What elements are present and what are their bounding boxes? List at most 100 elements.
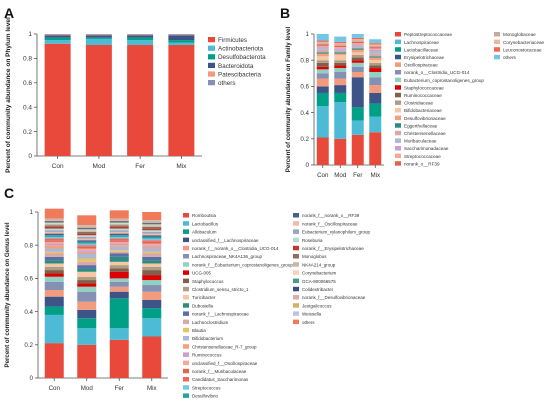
panel-c-bar-segment	[109, 230, 129, 232]
panel-a-legend-swatch	[208, 62, 215, 69]
panel-b-bar-segment	[351, 60, 364, 63]
panel-a-letter: A	[4, 5, 14, 21]
panel-b-bar-segment	[316, 48, 329, 50]
panel-b-bar-segment	[369, 45, 382, 48]
panel-c-bar-segment	[142, 291, 162, 300]
panel-b-legend-swatch	[395, 130, 401, 136]
panel-c-bar-segment	[77, 344, 97, 378]
panel-c-ytick-label: 0.8	[24, 242, 33, 249]
panel-b-bar-segment	[351, 120, 364, 135]
panel-c-legend-swatch	[293, 319, 299, 325]
panel-c-bar-segment	[44, 253, 64, 257]
panel-b-bar-segment	[334, 48, 347, 50]
panel-c-bar-segment	[44, 220, 64, 222]
panel-c-bar-segment	[77, 230, 97, 232]
panel-c-legend-swatch	[183, 368, 189, 374]
panel-a-ytick-label: 1	[28, 31, 32, 38]
panel-c-bar-segment	[142, 245, 162, 247]
panel-c-bar-segment	[44, 343, 64, 378]
panel-b-xtick-label: Fer	[353, 172, 362, 179]
panel-b-bar-segment	[316, 62, 329, 67]
panel-b-bar-segment	[369, 77, 382, 86]
panel-c-bar-segment	[44, 233, 64, 236]
panel-b-bar-segment	[316, 53, 329, 57]
panel-c-bar-segment	[109, 218, 129, 220]
panel-a-legend-label: others	[218, 80, 236, 87]
panel-c-legend-swatch	[183, 262, 189, 267]
panel-b-legend-swatch	[395, 32, 401, 37]
panel-c-legend-label: Desulfovibrio	[192, 394, 219, 399]
panel-c-bar-segment	[109, 268, 129, 272]
panel-c-xtick-label: Mix	[147, 385, 158, 392]
panel-b-bar-segment	[316, 34, 329, 41]
panel-c-bar-segment	[109, 245, 129, 247]
panel-c-bar-segment	[44, 266, 64, 271]
panel-b-legend-swatch	[395, 146, 401, 151]
panel-c-legend-label: Staphylococcus	[192, 279, 224, 284]
panel-a-bar-segment	[85, 34, 112, 36]
panel-b-legend-swatch	[395, 108, 401, 113]
panel-b-bar-segment	[334, 68, 347, 72]
panel-c-bar-segment	[142, 228, 162, 231]
panel-c-bar-segment	[142, 226, 162, 229]
panel-c-bar-segment	[109, 256, 129, 262]
panel-b-bar-segment	[351, 66, 364, 72]
panel-c-legend-swatch	[183, 319, 189, 325]
panel-c-legend-label: norank_f__Eubacterium_coprostanoligenes_…	[192, 262, 293, 267]
panel-b-legend-swatch	[395, 138, 401, 143]
panel-b-legend-label: Ruminococcaceae	[404, 93, 442, 98]
panel-c-bar-segment	[142, 246, 162, 249]
panel-c-bar-segment	[44, 256, 64, 261]
panel-b-bar-segment	[369, 43, 382, 45]
panel-c-bar-segment	[142, 308, 162, 319]
panel-c-bar-segment	[44, 221, 64, 222]
panel-c-bar-segment	[44, 223, 64, 226]
panel-c-legend-label: Streptococcus	[192, 385, 221, 390]
panel-c-legend-label: Blautia	[192, 328, 206, 333]
panel-c-legend-label: NK4A214_group	[302, 262, 336, 267]
panel-b-bar-segment	[369, 71, 382, 78]
panel-a-bar-segment	[168, 35, 195, 41]
panel-c-legend-swatch	[293, 286, 299, 292]
panel-c-bar-segment	[142, 243, 162, 246]
panel-c-xtick-label: Con	[49, 385, 61, 392]
panel-b-bar-segment	[369, 65, 382, 69]
panel-b-legend-label: Desulfovibrionaceae	[404, 116, 446, 121]
panel-a-legend-swatch	[208, 45, 215, 51]
panel-b-bar-segment	[316, 41, 329, 44]
panel-c-legend-label: Dubosiella	[192, 303, 214, 308]
panel-b-legend-label: Eubacterium_coprostanoligenes_group	[404, 78, 484, 83]
panel-b-bar-segment	[334, 78, 347, 86]
panel-c-bar-segment	[142, 236, 162, 239]
panel-b-ytick-label: 0.8	[300, 57, 309, 64]
panel-b-bar-segment	[316, 78, 329, 87]
panel-a-ytick-label: 0	[28, 153, 32, 160]
panel-b-bar-segment	[351, 54, 364, 58]
panel-c-bar-segment	[142, 263, 162, 267]
panel-c-bar-segment	[109, 231, 129, 234]
panel-c-bar-segment	[77, 251, 97, 254]
panel-b-legend-swatch	[395, 62, 401, 67]
panel-c-letter: C	[4, 185, 14, 201]
panel-c-bar-segment	[109, 240, 129, 242]
panel-c-bar-segment	[77, 286, 97, 292]
panel-c-bar-segment	[142, 285, 162, 292]
panel-c-legend-label: Allobaculum	[192, 230, 217, 235]
panel-b-legend-label: Bifidobacteriaceae	[404, 108, 442, 113]
panel-a-bar-segment	[127, 44, 154, 157]
panel-c-bar-segment	[109, 220, 129, 222]
panel-c-bar-segment	[77, 227, 97, 229]
panel-b-bar-segment	[316, 56, 329, 61]
panel-b-bar-segment	[351, 48, 364, 50]
panel-c-bar-segment	[142, 220, 162, 222]
panel-c-ytick-label: 0.2	[24, 342, 33, 349]
panel-c-bar-segment	[109, 233, 129, 236]
panel-a-bar-segment	[127, 34, 154, 35]
panel-a-bar-segment	[127, 37, 154, 41]
panel-a-bar-segment	[168, 40, 195, 43]
panel-b-bar-segment	[316, 45, 329, 48]
panel-b-bar-segment	[334, 53, 347, 55]
panel-a-ytick-label: 0.4	[23, 104, 32, 111]
panel-c-bar-segment	[44, 251, 64, 254]
panel-c-legend-swatch	[183, 229, 189, 234]
